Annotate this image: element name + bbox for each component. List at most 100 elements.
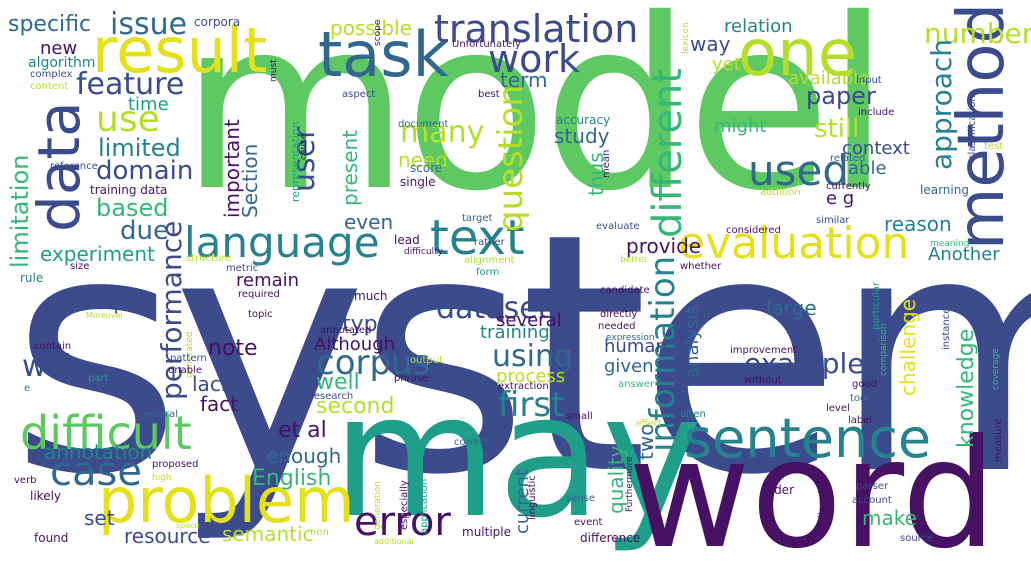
- word-part: part: [88, 373, 109, 384]
- word-paper: paper: [806, 82, 876, 110]
- word-addition: addition: [760, 187, 801, 198]
- word-required: required: [238, 289, 280, 300]
- word-able: able: [848, 158, 887, 179]
- word-size: size: [70, 261, 90, 272]
- word-Another: Another: [928, 244, 1000, 265]
- word-annotated: annotated: [320, 325, 372, 336]
- word-case: case: [50, 449, 142, 495]
- word-document: document: [398, 119, 449, 130]
- word-note: note: [208, 336, 258, 361]
- word-second: second: [316, 394, 395, 419]
- word-text: text: [430, 210, 525, 266]
- word-sense: sense: [566, 493, 596, 504]
- word-enough: enough: [266, 444, 342, 468]
- word-topic: topic: [248, 309, 273, 320]
- word-still: still: [814, 114, 860, 144]
- word-verb: verb: [14, 475, 37, 486]
- word-challenging: challenging: [817, 478, 828, 536]
- word-accuracy: accuracy: [556, 113, 611, 127]
- word-difficult: difficult: [20, 406, 192, 460]
- word-experiment: experiment: [40, 242, 155, 266]
- word-using: using: [492, 339, 574, 374]
- word-similar: similar: [816, 215, 850, 226]
- word-meaning: meaning: [930, 239, 970, 249]
- word-human: human: [604, 336, 667, 357]
- word-correct: correct: [454, 437, 490, 448]
- word-Moreover: Moreover: [86, 311, 124, 320]
- word-candidate: candidate: [600, 285, 650, 296]
- word-domain: domain: [96, 156, 194, 186]
- word-set: set: [84, 506, 115, 530]
- word-quality: quality: [604, 445, 628, 514]
- word-often: often: [680, 409, 706, 420]
- word-likely: likely: [30, 489, 62, 503]
- word-problem: problem: [98, 464, 355, 537]
- word-training_data: training data: [90, 183, 168, 197]
- word-task: task: [318, 18, 449, 91]
- word-may: may: [332, 358, 703, 556]
- word-general: general: [140, 409, 179, 420]
- word-score: score: [410, 161, 443, 175]
- word-issue: issue: [110, 7, 188, 42]
- word-much: much: [354, 289, 388, 303]
- word-two: two: [634, 423, 658, 460]
- word-relation: relation: [724, 16, 793, 37]
- word-available: available: [788, 68, 870, 89]
- word-classification: classification: [967, 95, 978, 160]
- word-one: one: [738, 17, 858, 91]
- word-even: even: [344, 210, 394, 234]
- word-word: word: [628, 408, 997, 563]
- word-first: first: [498, 385, 565, 425]
- word-require: require: [86, 290, 158, 314]
- word-scope: scope: [373, 19, 383, 46]
- word-learning: learning: [920, 183, 969, 197]
- word-structure: structure: [186, 253, 232, 264]
- word-well: well: [316, 370, 360, 395]
- word-might: might: [714, 116, 767, 137]
- word-cause: cause: [299, 133, 309, 160]
- word-include: include: [858, 107, 895, 118]
- word-system: system: [10, 163, 1031, 547]
- word-difference: difference: [580, 531, 641, 545]
- word-lack: lack: [192, 372, 233, 396]
- word-directly: directly: [600, 309, 638, 320]
- word-corpora: corpora: [194, 15, 241, 29]
- word-instance: instance: [941, 307, 952, 350]
- word-type: type: [342, 312, 392, 337]
- word-output: output: [410, 355, 443, 366]
- word-possible: possible: [330, 16, 412, 40]
- word-fact: fact: [200, 392, 239, 416]
- word-difficulty: difficulty: [404, 247, 443, 257]
- word-extraction: extraction: [498, 381, 549, 392]
- word-u: u: [688, 421, 695, 432]
- word-time: time: [128, 94, 169, 115]
- word-many: many: [400, 115, 485, 150]
- word-input: input: [856, 75, 882, 86]
- word-reference: reference: [50, 161, 98, 172]
- word-space: space: [176, 521, 200, 530]
- word-different: different: [645, 68, 691, 238]
- word-model: model: [180, 0, 891, 243]
- word-knowledge: knowledge: [954, 328, 979, 448]
- word-mean: mean: [601, 149, 612, 178]
- word-form: form: [476, 267, 500, 278]
- word-test: test: [984, 141, 1004, 152]
- word-comparison: comparison: [879, 323, 889, 376]
- word-target: target: [462, 213, 493, 224]
- word-application: application: [419, 478, 430, 534]
- word-remain: remain: [236, 270, 300, 291]
- word-sentence: sentence: [684, 407, 932, 470]
- word-rather: rather: [474, 237, 505, 248]
- word-especially: especially: [399, 480, 410, 530]
- word-source: source: [900, 533, 934, 544]
- word-yet: yet: [712, 54, 741, 75]
- word-feature: feature: [76, 67, 185, 102]
- word-expression: expression: [606, 333, 655, 343]
- word-work: work: [488, 37, 580, 81]
- word-considered: considered: [726, 225, 781, 236]
- word-must: must: [269, 59, 279, 82]
- word-error: error: [354, 499, 451, 545]
- word-translation: translation: [434, 7, 639, 51]
- word-challenge: challenge: [896, 298, 920, 396]
- word-process: process: [496, 366, 566, 387]
